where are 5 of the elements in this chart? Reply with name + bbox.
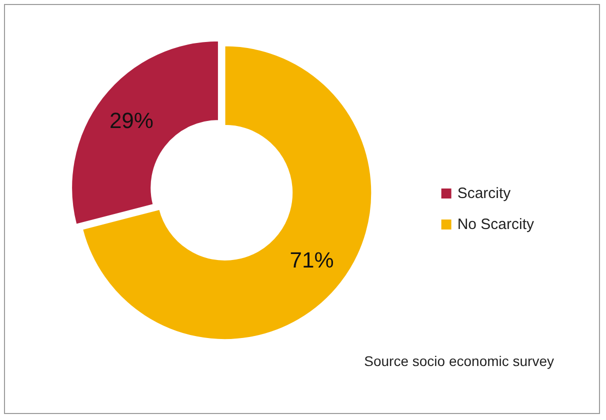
legend-label: No Scarcity bbox=[457, 216, 534, 233]
data-label: 29% bbox=[109, 108, 154, 133]
legend-label: Scarcity bbox=[457, 185, 512, 202]
source-note: Source socio economic survey bbox=[364, 353, 554, 369]
data-label: 71% bbox=[290, 248, 334, 273]
